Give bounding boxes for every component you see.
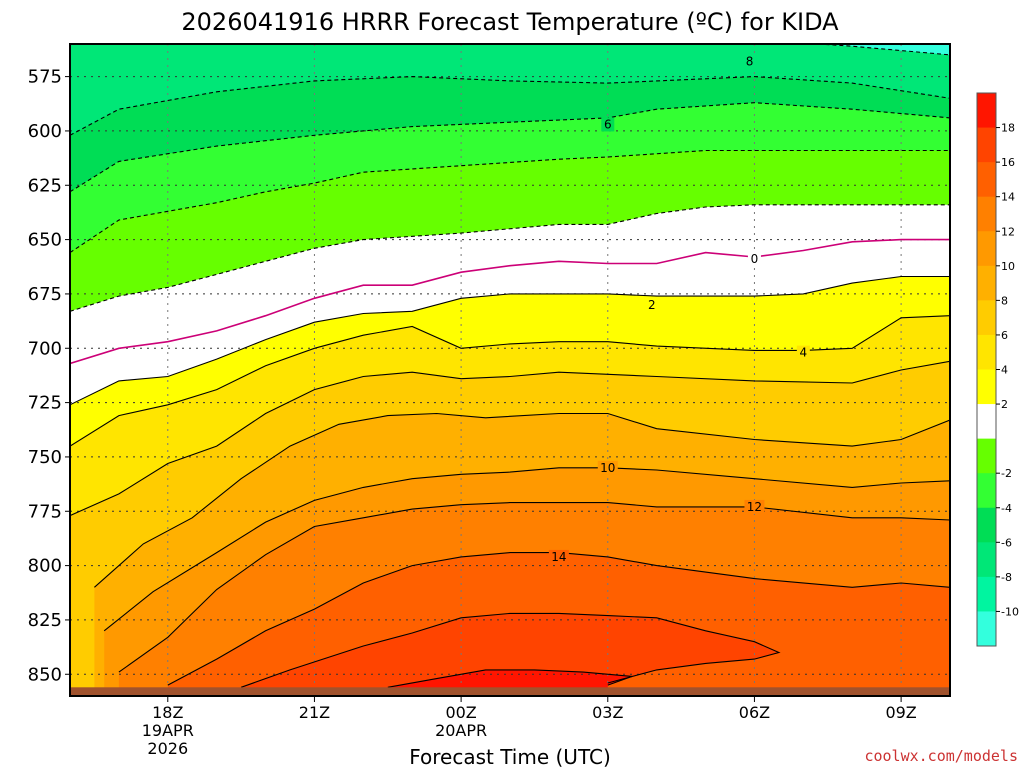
colorbar-label-10: 10 [1001,260,1015,273]
colorbar-label-14: 14 [1001,191,1015,204]
ground-surface [70,687,950,696]
contour-line-18 [387,669,633,688]
y-tick-label-575: 575 [28,67,62,88]
x-tick-label-18-1: 19APR [142,721,194,740]
contour-label-0: 0 [751,252,759,266]
contour-line--0_01 [70,204,950,312]
colorbar-label-12: 12 [1001,225,1015,238]
colorbar-label-18: 18 [1001,122,1015,135]
y-tick-label-600: 600 [28,121,62,142]
contour-line-10 [103,467,950,632]
colorbar-swatch-2 [977,162,996,198]
contour-line--6 [70,76,950,136]
colorbar-swatch-10 [977,438,996,474]
contour-lines [70,44,950,688]
contour-line--2 [70,149,950,254]
colorbar-label--2: -2 [1001,467,1012,480]
y-tick-label-850: 850 [28,664,62,685]
temperature-fill-bands [70,44,950,696]
colorbar-swatch-14 [977,576,996,612]
contour-labels: 8 6 0 2 4 10 12 14 [548,54,810,564]
contour-label-10: 10 [600,461,615,475]
x-tick-label-24-1: 20APR [435,721,487,740]
contour-label-bg-8 [743,54,757,69]
contour-label-6: 6 [604,117,612,131]
contour-label-4: 4 [800,346,808,360]
y-tick-label-650: 650 [28,230,62,251]
y-tick-label-700: 700 [28,338,62,359]
contour-label-bg-4 [796,345,810,360]
x-tick-label-27-0: 03Z [592,703,623,722]
x-tick-label-24-0: 00Z [445,703,476,722]
colorbar-label-2: 2 [1001,398,1008,411]
colorbar-label-16: 16 [1001,156,1015,169]
colorbar-label--8: -8 [1001,571,1012,584]
colorbar-swatch-15 [977,611,996,647]
colorbar-swatch-6 [977,300,996,336]
contour-line-8 [94,412,950,588]
colorbar-swatch-0 [977,93,996,129]
contour-label-bg-0 [747,252,761,267]
colorbar-swatch-11 [977,473,996,509]
chart-title: 2026041916 HRRR Forecast Temperature (ºC… [181,8,839,36]
y-axis: 575 600 625 650 675 700 725 750 775 800 825 850 [28,67,70,685]
contour-line-2 [70,275,950,406]
x-tick-label-30-0: 06Z [739,703,770,722]
x-tick-label-21-0: 21Z [299,703,330,722]
contour-line-6 [70,360,950,517]
colorbar-label--10: -10 [1001,605,1019,618]
contour-label-2: 2 [648,298,656,312]
y-tick-label-725: 725 [28,393,62,414]
colorbar-label-6: 6 [1001,329,1008,342]
colorbar-swatch-3 [977,196,996,232]
colorbar-swatch-13 [977,542,996,578]
colorbar-swatch-7 [977,334,996,370]
colorbar-swatch-12 [977,507,996,543]
contour-label-12: 12 [747,500,762,514]
colorbar-swatch-1 [977,127,996,163]
y-tick-label-775: 775 [28,501,62,522]
fill-band-above-16 [241,613,779,696]
contour-line--4 [70,102,950,193]
colorbar-swatch-8 [977,369,996,405]
y-tick-label-625: 625 [28,175,62,196]
colorbar-swatch-5 [977,265,996,301]
contour-label-8: 8 [746,54,754,68]
contour-label-bg-12 [744,499,765,514]
colorbar-swatch-9 [977,404,996,440]
x-tick-label-18-2: 2026 [147,739,188,758]
contour-label-14: 14 [551,550,566,564]
contour-line-14 [167,552,950,686]
colorbar-label--6: -6 [1001,536,1012,549]
y-tick-label-675: 675 [28,284,62,305]
credit-text: coolwx.com/models [864,747,1018,765]
y-tick-label-750: 750 [28,447,62,468]
contour-label-bg-10 [597,460,618,475]
x-axis-label: Forecast Time (UTC) [409,745,611,768]
plot-frame [69,43,951,697]
colorbar-swatch-4 [977,231,996,267]
contour-label-bg-2 [645,297,659,312]
contour-line-0 [70,238,950,365]
contour-line-12 [118,502,950,673]
x-tick-label-18-0: 18Z [152,703,183,722]
contour-line-4 [70,315,950,447]
contour-label-bg-6 [601,117,615,132]
colorbar-label-8: 8 [1001,294,1008,307]
contour-line--8 [644,44,950,56]
contour-label-bg-14 [548,549,569,564]
colorbar: -10 -8 -6 -4 -2 2 4 6 8 10 12 14 16 18 [976,92,1019,647]
colorbar-label-4: 4 [1001,364,1008,377]
y-tick-label-825: 825 [28,610,62,631]
y-tick-label-800: 800 [28,556,62,577]
colorbar-label--4: -4 [1001,502,1012,515]
x-tick-label-33-0: 09Z [885,703,916,722]
contour-line-16 [240,612,781,688]
ground-layer [70,687,950,696]
